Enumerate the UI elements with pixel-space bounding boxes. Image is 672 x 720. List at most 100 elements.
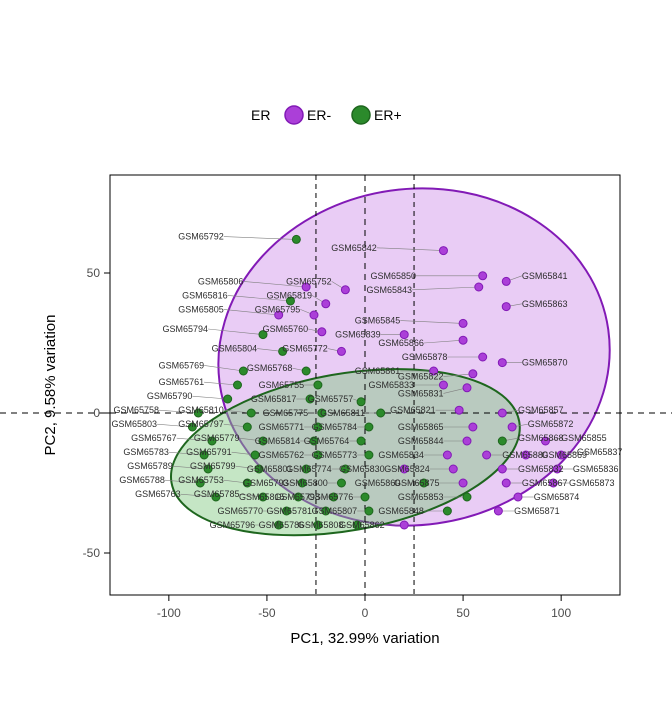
y-tick-label: -50 bbox=[83, 546, 101, 560]
data-point bbox=[361, 493, 369, 501]
point-label: GSM65753 bbox=[178, 475, 224, 485]
data-point bbox=[400, 521, 408, 529]
point-label: GSM65761 bbox=[159, 377, 205, 387]
point-label: GSM65755 bbox=[259, 380, 305, 390]
data-point bbox=[498, 409, 506, 417]
point-label: GSM65764 bbox=[304, 436, 350, 446]
point-label: GSM65873 bbox=[569, 478, 615, 488]
data-point bbox=[318, 328, 326, 336]
point-label: GSM65752 bbox=[286, 276, 332, 286]
data-point bbox=[357, 437, 365, 445]
point-label: GSM65845 bbox=[355, 316, 401, 326]
point-label: GSM65769 bbox=[159, 360, 205, 370]
point-label: GSM65784 bbox=[312, 422, 358, 432]
point-label: GSM65836 bbox=[573, 464, 619, 474]
point-label: GSM65861 bbox=[355, 366, 401, 376]
data-point bbox=[341, 286, 349, 294]
data-point bbox=[502, 277, 510, 285]
data-point bbox=[292, 235, 300, 243]
data-point bbox=[247, 409, 255, 417]
data-point bbox=[365, 507, 373, 515]
data-point bbox=[463, 437, 471, 445]
point-label: GSM65763 bbox=[135, 489, 181, 499]
point-label: GSM65788 bbox=[119, 475, 165, 485]
point-label: GSM65811 bbox=[320, 408, 365, 418]
point-label: GSM65768 bbox=[247, 363, 293, 373]
point-label: GSM65758 bbox=[114, 405, 160, 415]
data-point bbox=[243, 423, 251, 431]
point-label: GSM65832 bbox=[518, 464, 564, 474]
data-point bbox=[314, 381, 322, 389]
point-label: GSM65872 bbox=[528, 419, 574, 429]
point-label: GSM65863 bbox=[522, 299, 568, 309]
point-label: GSM65781 bbox=[267, 506, 313, 516]
point-label: GSM65790 bbox=[147, 391, 193, 401]
point-label: GSM65841 bbox=[522, 271, 568, 281]
point-label: GSM65808 bbox=[298, 520, 344, 530]
point-label: GSM65792 bbox=[178, 232, 224, 242]
y-tick-label: 0 bbox=[93, 406, 100, 420]
data-point bbox=[469, 423, 477, 431]
point-label: GSM65867 bbox=[522, 478, 568, 488]
point-label: GSM65783 bbox=[123, 447, 169, 457]
point-label: GSM65791 bbox=[186, 447, 232, 457]
data-point bbox=[365, 451, 373, 459]
pca-scatter-plot: ERER-ER+GSM65792GSM65842GSM65850GSM65841… bbox=[0, 0, 672, 720]
point-label: GSM65844 bbox=[398, 436, 444, 446]
data-point bbox=[234, 381, 242, 389]
data-point bbox=[449, 465, 457, 473]
data-point bbox=[498, 359, 506, 367]
data-point bbox=[463, 493, 471, 501]
legend-title: ER bbox=[251, 107, 270, 123]
point-label: GSM65871 bbox=[514, 506, 560, 516]
point-label: GSM65866 bbox=[378, 338, 424, 348]
point-label: GSM65814 bbox=[255, 436, 301, 446]
legend-swatch-0 bbox=[285, 106, 303, 124]
point-label: GSM65770 bbox=[217, 506, 263, 516]
point-label: GSM65810 bbox=[178, 405, 224, 415]
data-point bbox=[322, 300, 330, 308]
point-label: GSM65834 bbox=[378, 450, 424, 460]
data-point bbox=[494, 507, 502, 515]
point-label: GSM65775 bbox=[263, 408, 309, 418]
data-point bbox=[337, 347, 345, 355]
point-label: GSM65874 bbox=[534, 492, 580, 502]
point-label: GSM65831 bbox=[398, 388, 444, 398]
data-point bbox=[224, 395, 232, 403]
point-label: GSM65821 bbox=[390, 405, 436, 415]
legend-label-0: ER- bbox=[307, 107, 331, 123]
data-point bbox=[365, 423, 373, 431]
point-label: GSM65878 bbox=[402, 352, 448, 362]
x-tick-label: -100 bbox=[157, 606, 181, 620]
data-point bbox=[498, 437, 506, 445]
x-tick-label: 0 bbox=[362, 606, 369, 620]
point-label: GSM65837 bbox=[577, 447, 623, 457]
point-label: GSM65797 bbox=[178, 419, 224, 429]
point-label: GSM65804 bbox=[212, 344, 258, 354]
point-label: GSM65771 bbox=[259, 422, 305, 432]
data-point bbox=[459, 479, 467, 487]
data-point bbox=[508, 423, 516, 431]
point-label: GSM65776 bbox=[308, 492, 354, 502]
point-label: GSM65800 bbox=[282, 478, 328, 488]
point-label: GSM65779 bbox=[194, 433, 240, 443]
point-label: GSM65796 bbox=[210, 520, 256, 530]
point-label: GSM65789 bbox=[127, 461, 173, 471]
point-label: GSM65865 bbox=[398, 422, 444, 432]
data-point bbox=[502, 303, 510, 311]
data-point bbox=[469, 370, 477, 378]
point-label: GSM65870 bbox=[522, 358, 568, 368]
point-label: GSM65868 bbox=[518, 433, 564, 443]
data-point bbox=[502, 479, 510, 487]
data-point bbox=[459, 319, 467, 327]
point-label: GSM65772 bbox=[282, 344, 328, 354]
point-label: GSM65803 bbox=[112, 419, 158, 429]
point-label: GSM65794 bbox=[163, 324, 209, 334]
point-label: GSM65806 bbox=[198, 276, 244, 286]
point-label: GSM65757 bbox=[308, 394, 354, 404]
data-point bbox=[310, 311, 318, 319]
point-label: GSM65855 bbox=[561, 433, 607, 443]
data-point bbox=[337, 479, 345, 487]
point-label: GSM65819 bbox=[267, 290, 313, 300]
point-label: GSM65805 bbox=[178, 304, 224, 314]
